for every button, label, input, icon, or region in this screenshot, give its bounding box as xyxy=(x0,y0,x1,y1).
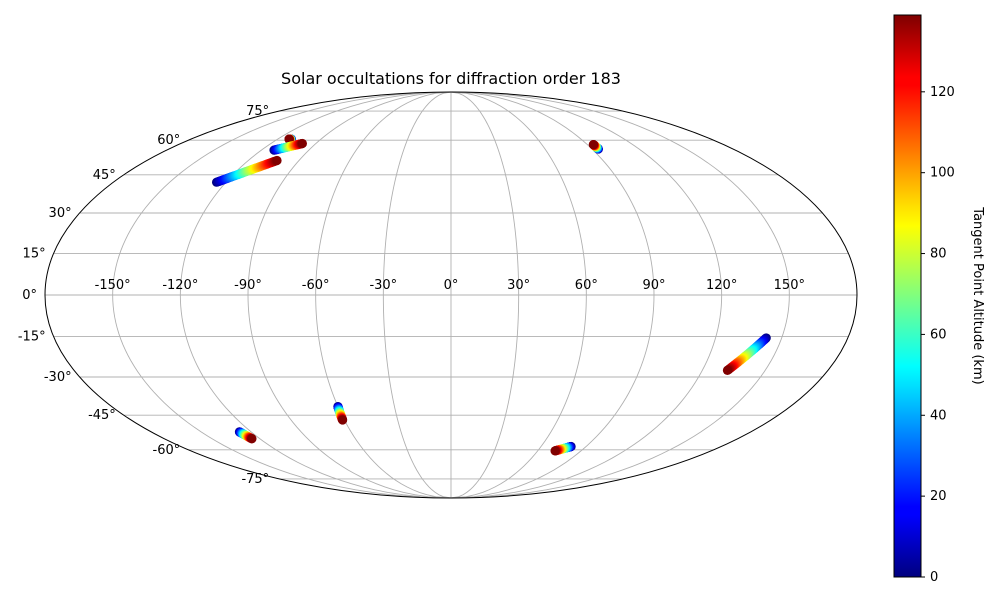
data-point xyxy=(338,415,348,425)
longitude-tick-labels: -150° -120° -90° -60° -30° 0° 30° 60° 90° 120° 150… xyxy=(95,278,805,293)
colorbar-tick-label: 80 xyxy=(930,247,947,262)
colorbar-tick-label: 120 xyxy=(930,85,955,100)
data-point xyxy=(550,446,560,456)
graticule xyxy=(45,92,857,498)
x-tick-label: 30° xyxy=(507,278,530,293)
data-point xyxy=(722,365,733,375)
x-tick-label: -120° xyxy=(162,278,198,293)
data-point xyxy=(588,139,598,150)
colorbar-label: Tangent Point Altitude (km) xyxy=(970,206,985,384)
x-tick-label: 120° xyxy=(706,278,737,293)
y-tick-label: -60° xyxy=(153,443,181,458)
x-tick-label: 0° xyxy=(444,278,459,293)
colorbar-ticks: 0 20 40 60 80 100 120 xyxy=(921,85,955,585)
y-tick-label: 60° xyxy=(157,133,180,148)
y-tick-label: 15° xyxy=(23,246,46,261)
colorbar-gradient xyxy=(893,14,922,578)
y-tick-label: -45° xyxy=(88,408,116,423)
data-point xyxy=(297,138,307,149)
y-tick-label: 75° xyxy=(246,104,269,119)
x-tick-label: 60° xyxy=(575,278,598,293)
y-tick-label: -75° xyxy=(241,472,269,487)
y-tick-label: -15° xyxy=(18,330,46,345)
colorbar-tick-label: 40 xyxy=(930,408,947,423)
x-tick-label: -30° xyxy=(369,278,397,293)
data-points xyxy=(211,134,771,456)
x-tick-label: -60° xyxy=(302,278,330,293)
map-boundary xyxy=(44,91,858,499)
data-point xyxy=(272,155,282,166)
data-point xyxy=(247,434,257,444)
x-tick-label: -150° xyxy=(95,278,131,293)
colorbar: 0 20 40 60 80 100 120 Tangent Point Altitude (… xyxy=(893,14,985,585)
x-tick-label: 150° xyxy=(774,278,805,293)
latitude-tick-labels: -75° -60° -45° -30° -15° 0° 15° 30° 45° 60° 75° xyxy=(18,104,269,487)
x-tick-label: 90° xyxy=(642,278,665,293)
x-tick-label: -90° xyxy=(234,278,262,293)
colorbar-tick-label: 60 xyxy=(930,327,947,342)
y-tick-label: 0° xyxy=(22,288,37,303)
colorbar-tick-label: 20 xyxy=(930,489,947,504)
y-tick-label: 45° xyxy=(93,168,116,183)
y-tick-label: -30° xyxy=(44,370,72,385)
chart-title: Solar occultations for diffraction order… xyxy=(281,69,621,88)
colorbar-tick-label: 0 xyxy=(930,570,938,585)
y-tick-label: 30° xyxy=(49,206,72,221)
colorbar-tick-label: 100 xyxy=(930,166,955,181)
